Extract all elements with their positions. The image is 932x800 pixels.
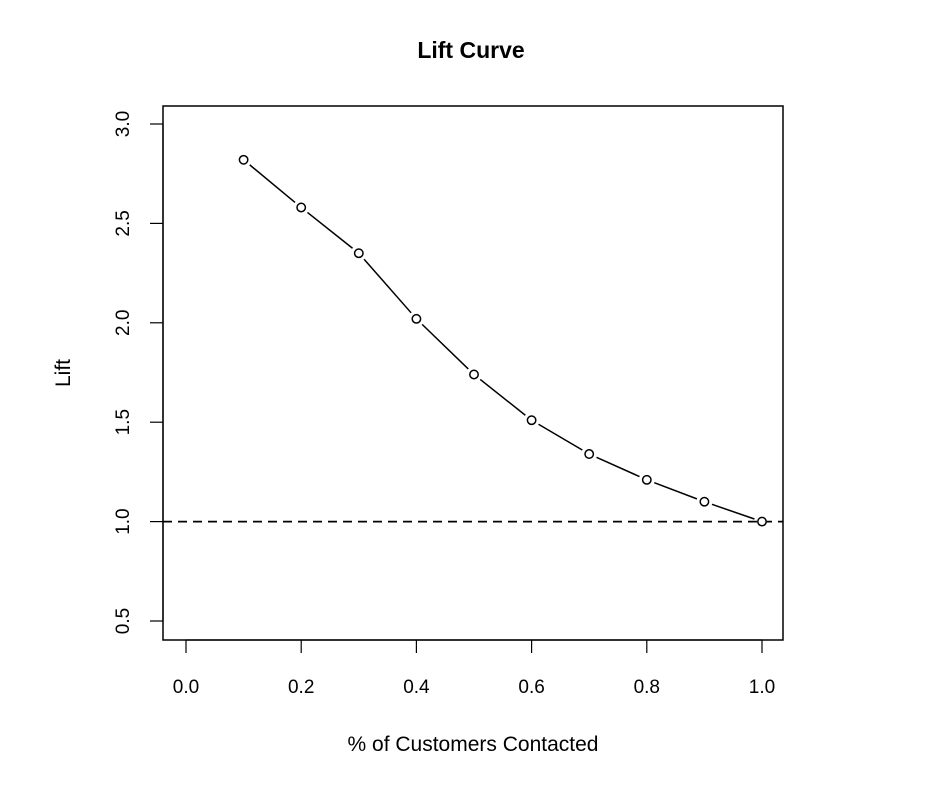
- data-point: [757, 516, 767, 527]
- data-point: [641, 474, 652, 485]
- data-point: [469, 369, 479, 380]
- x-tick-label: 0.2: [288, 677, 314, 698]
- y-tick-label: 3.0: [113, 111, 134, 137]
- data-point: [353, 248, 364, 259]
- series-line-segment: [421, 323, 469, 370]
- data-point: [526, 415, 537, 426]
- series-layer: [238, 154, 767, 527]
- data-point: [699, 496, 710, 507]
- y-tick-label: 1.5: [113, 409, 134, 435]
- series-line-segment: [363, 258, 412, 314]
- x-axis: 0.0 0.2 0.4 0.6 0.8 1.0: [173, 639, 775, 698]
- series-line-segment: [479, 378, 526, 416]
- data-point: [238, 154, 249, 165]
- chart-title: Lift Curve: [417, 37, 524, 63]
- x-tick-label: 0.4: [403, 677, 430, 698]
- y-tick-label: 1.0: [113, 508, 134, 534]
- x-axis-label: % of Customers Contacted: [348, 733, 599, 756]
- data-point: [296, 202, 307, 213]
- series-line-segment: [596, 456, 640, 478]
- y-tick-label: 0.5: [113, 608, 134, 634]
- x-tick-label: 0.6: [518, 677, 544, 698]
- data-point: [411, 313, 422, 324]
- x-tick-label: 1.0: [749, 677, 775, 698]
- y-tick-label: 2.5: [113, 210, 134, 236]
- series-line-segment: [306, 211, 354, 249]
- series-line-segment: [654, 481, 698, 500]
- y-axis-label: Lift: [52, 359, 75, 387]
- data-point: [584, 449, 595, 459]
- x-tick-label: 0.0: [173, 677, 199, 698]
- y-axis: 0.5 1.0 1.5 2.0 2.5 3.0: [113, 111, 164, 634]
- series-line-segment: [711, 503, 755, 520]
- x-tick-label: 0.8: [634, 677, 660, 698]
- series-line-segment: [538, 423, 583, 451]
- series-line-segment: [249, 164, 296, 203]
- y-tick-label: 2.0: [113, 310, 134, 336]
